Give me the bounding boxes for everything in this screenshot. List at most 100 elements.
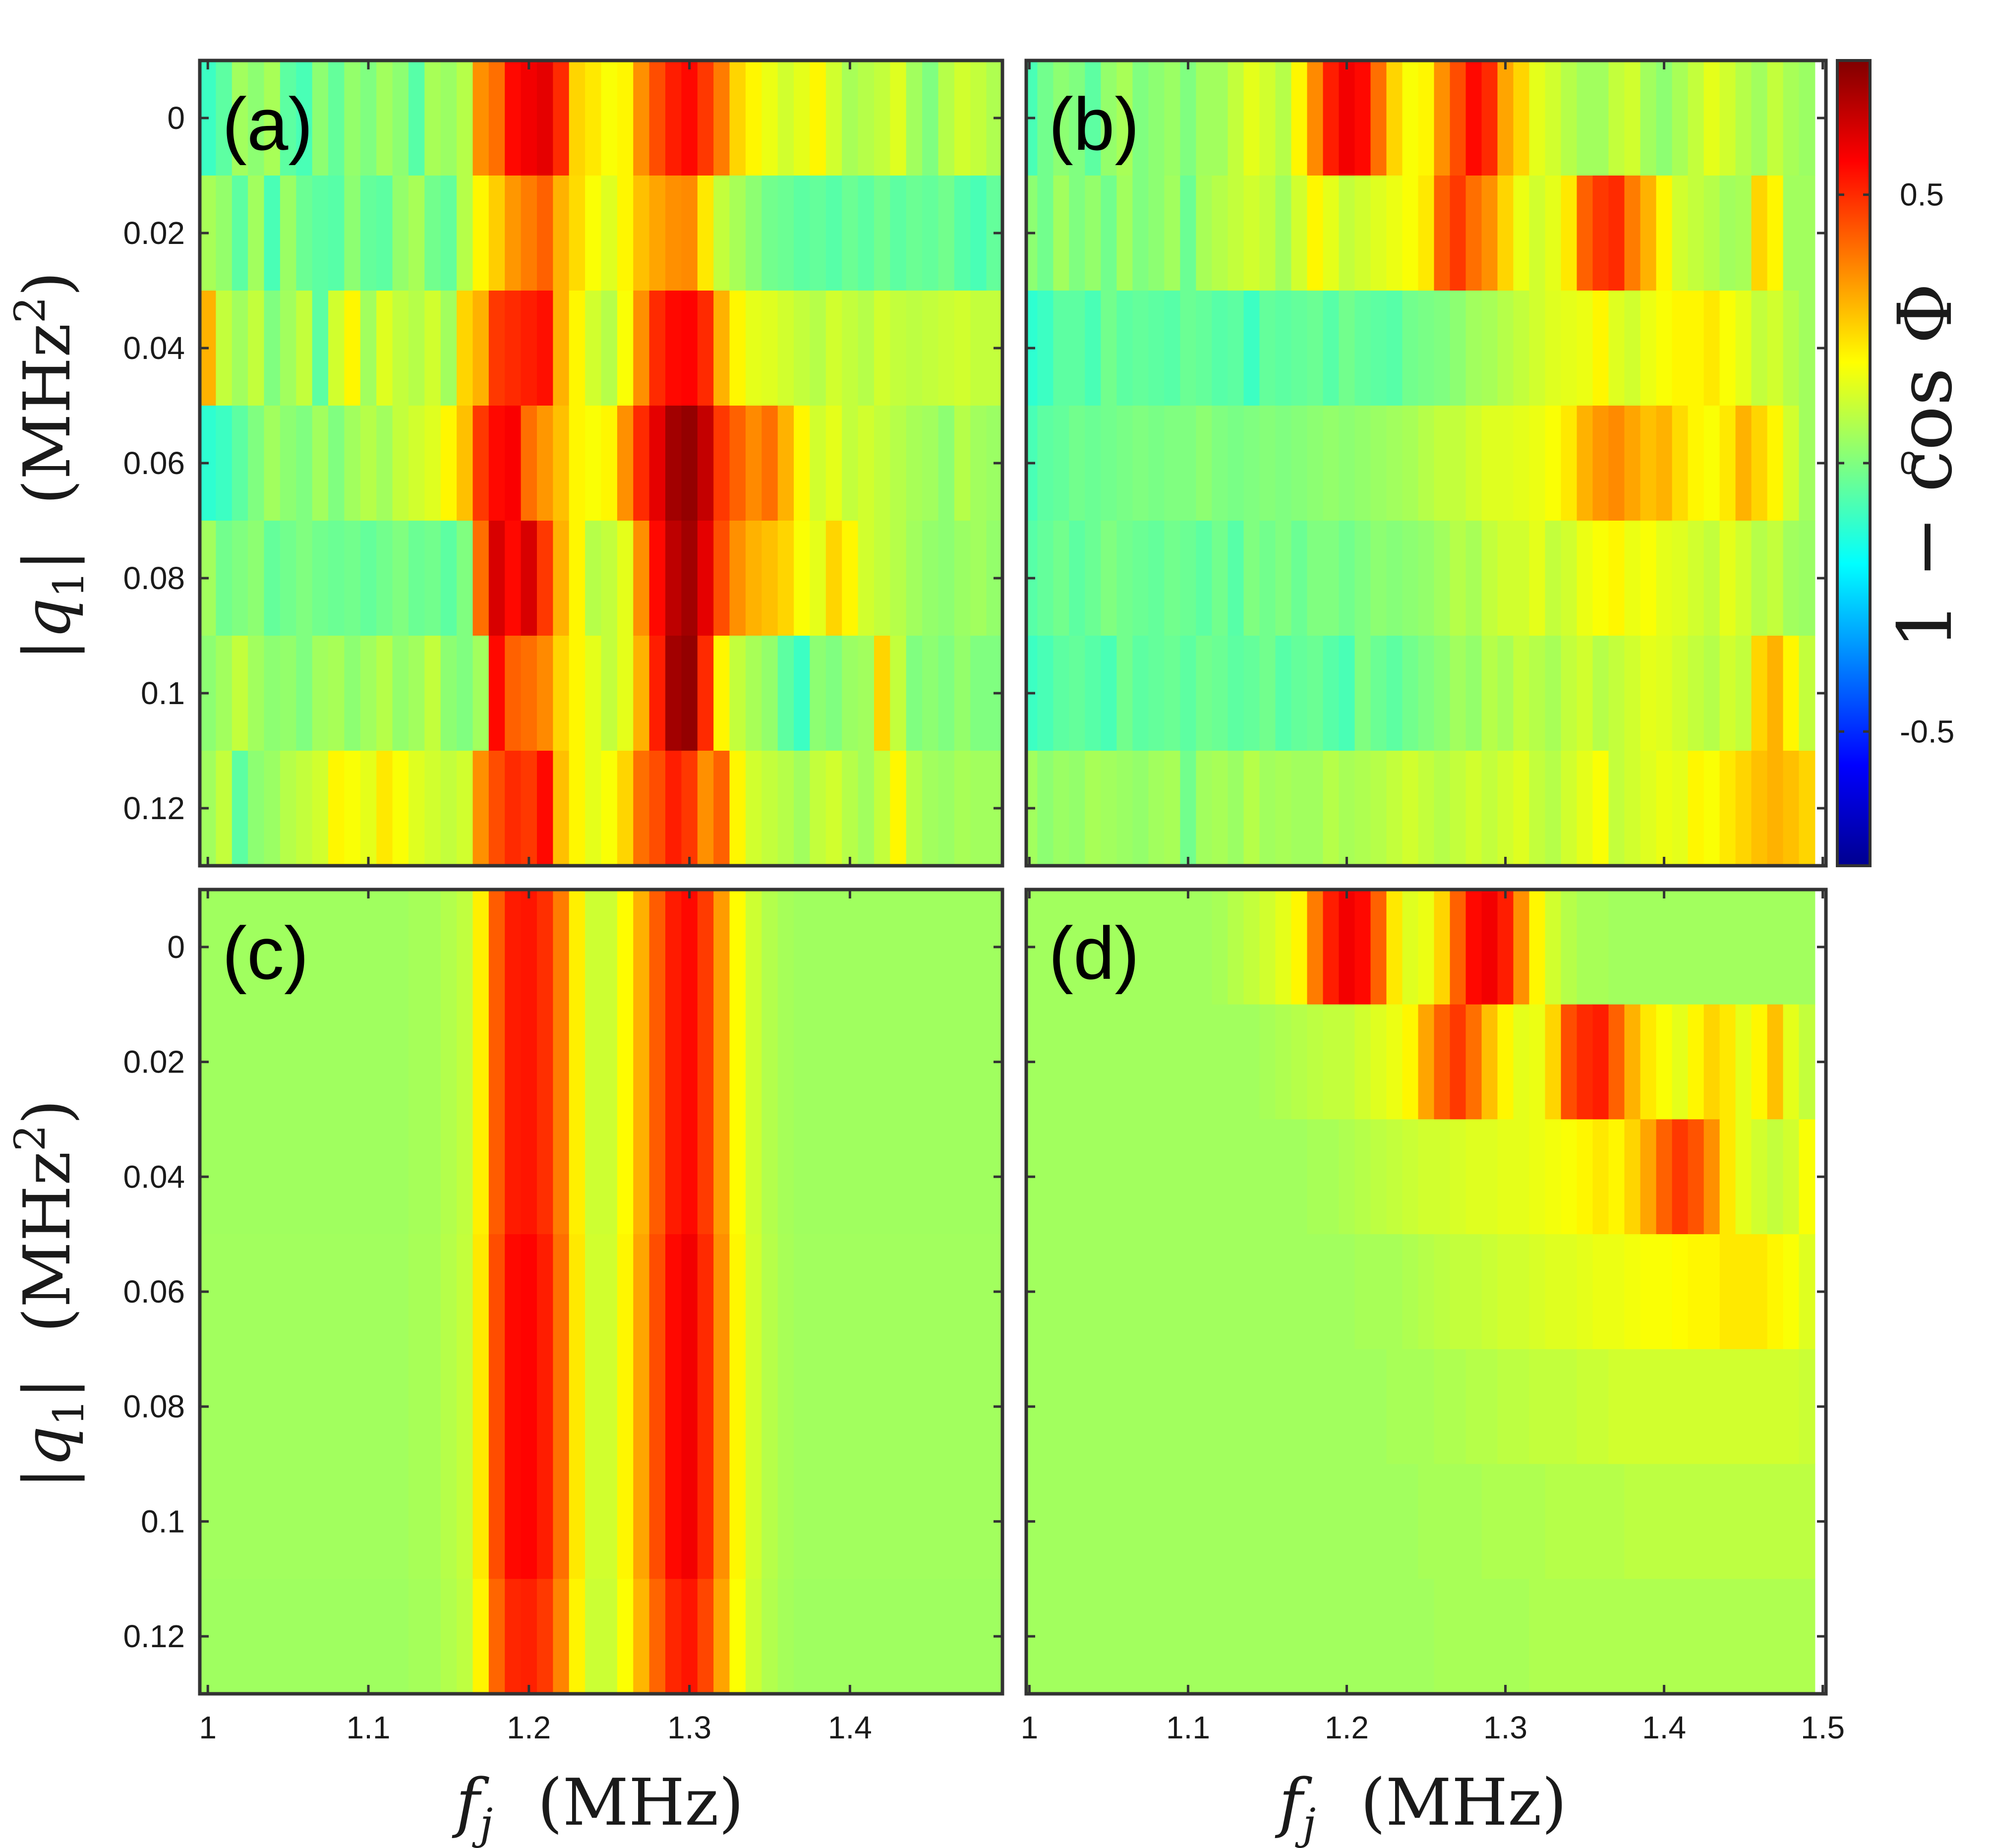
heatmap-cell	[1323, 291, 1340, 406]
heatmap-cell	[697, 751, 714, 866]
heatmap-cell	[1085, 1349, 1102, 1465]
heatmap-cell	[1592, 751, 1609, 866]
heatmap-cell	[1148, 1119, 1165, 1235]
heatmap-cell	[1037, 1464, 1054, 1580]
heatmap-cell	[521, 60, 537, 176]
heatmap-cell	[617, 1119, 634, 1235]
heatmap-cell	[1545, 406, 1562, 521]
heatmap-cell	[713, 1119, 730, 1235]
heatmap-cell	[890, 521, 907, 636]
heatmap-cell	[617, 751, 634, 866]
heatmap-cell	[1703, 1119, 1720, 1235]
heatmap-cell	[874, 521, 891, 636]
heatmap-cell	[1275, 60, 1292, 176]
heatmap-cell	[1751, 1234, 1768, 1350]
heatmap-cell	[1529, 636, 1546, 751]
heatmap-cell	[1180, 1349, 1197, 1465]
heatmap-cell	[1450, 60, 1466, 176]
heatmap-cell	[1418, 1234, 1435, 1350]
heatmap-cell	[392, 176, 409, 291]
heatmap-cell	[376, 291, 393, 406]
heatmap-cell	[1196, 406, 1213, 521]
heatmap-cell	[232, 636, 248, 751]
heatmap-cell	[1323, 890, 1340, 1005]
heatmap-cell	[1180, 1119, 1197, 1235]
heatmap-cell	[1450, 176, 1466, 291]
heatmap-cell	[1703, 1004, 1720, 1120]
heatmap-cell	[1577, 1464, 1593, 1580]
heatmap-cell	[1386, 60, 1403, 176]
heatmap-cell	[585, 1579, 602, 1694]
heatmap-cell	[649, 1579, 666, 1694]
heatmap-cell	[1386, 291, 1403, 406]
heatmap-cell	[1688, 1119, 1704, 1235]
heatmap-cell	[1101, 1004, 1117, 1120]
heatmap-cell	[392, 1234, 409, 1350]
heatmap-cell	[1339, 60, 1355, 176]
heatmap-cell	[232, 1349, 248, 1465]
heatmap-cell	[858, 1004, 875, 1120]
heatmap-cell	[1450, 890, 1466, 1005]
heatmap-cell	[1434, 176, 1451, 291]
heatmap-cell	[1799, 521, 1815, 636]
heatmap-cell	[216, 1579, 233, 1694]
heatmap-cell	[1608, 1119, 1625, 1235]
heatmap-cell	[745, 1119, 762, 1235]
heatmap-cell	[1577, 521, 1593, 636]
heatmap-cell	[1291, 1579, 1308, 1694]
heatmap-cell	[890, 60, 907, 176]
heatmap-cell	[761, 291, 778, 406]
heatmap-cell	[1513, 890, 1530, 1005]
heatmap-cell	[537, 1119, 554, 1235]
heatmap-cell	[1450, 521, 1466, 636]
heatmap-cell	[296, 1464, 313, 1580]
heatmap-cell	[697, 1119, 714, 1235]
heatmap-cell	[1053, 176, 1070, 291]
heatmap-cell	[761, 176, 778, 291]
heatmap-cell	[1101, 176, 1117, 291]
heatmap-cell	[665, 751, 682, 866]
heatmap-cell	[1529, 1579, 1546, 1694]
heatmap-cell	[1291, 1234, 1308, 1350]
heatmap-cell	[1212, 1349, 1229, 1465]
heatmap-cell	[457, 1234, 473, 1350]
heatmap-cell	[1053, 890, 1070, 1005]
heatmap-cell	[858, 291, 875, 406]
heatmap-cell	[1291, 751, 1308, 866]
x-tick-label: 1.5	[1801, 1710, 1845, 1745]
heatmap-cell	[713, 890, 730, 1005]
y-tick-label: 0	[167, 100, 185, 136]
heatmap-cell	[729, 60, 746, 176]
heatmap-cell	[1672, 521, 1689, 636]
heatmap-cell	[713, 636, 730, 751]
heatmap-cell	[1069, 176, 1086, 291]
heatmap-cell	[440, 1579, 457, 1694]
heatmap-cell	[1212, 291, 1229, 406]
heatmap-cell	[1465, 60, 1482, 176]
heatmap-cell	[248, 406, 265, 521]
heatmap-cell	[1243, 291, 1260, 406]
heatmap-cell	[408, 1464, 425, 1580]
heatmap-cell	[1751, 890, 1768, 1005]
heatmap-cell	[842, 1464, 859, 1580]
heatmap-cell	[1719, 1004, 1736, 1120]
heatmap-cell	[1053, 60, 1070, 176]
heatmap-cell	[970, 291, 987, 406]
heatmap-cell	[1243, 1119, 1260, 1235]
heatmap-cell	[505, 1464, 522, 1580]
heatmap-cell	[1434, 1234, 1451, 1350]
heatmap-cell	[794, 636, 811, 751]
heatmap-cell	[1243, 1234, 1260, 1350]
heatmap-cell	[1735, 1464, 1752, 1580]
heatmap-cell	[1513, 751, 1530, 866]
heatmap-cell	[954, 1119, 971, 1235]
heatmap-cell	[1735, 636, 1752, 751]
heatmap-cell	[633, 521, 650, 636]
x-tick-label: 1.1	[347, 1710, 391, 1745]
heatmap-cell	[569, 1464, 586, 1580]
heatmap-cell	[890, 636, 907, 751]
heatmap-cell	[1767, 751, 1784, 866]
heatmap-cell	[938, 1004, 955, 1120]
heatmap-cell	[392, 1464, 409, 1580]
heatmap-cell	[842, 1119, 859, 1235]
